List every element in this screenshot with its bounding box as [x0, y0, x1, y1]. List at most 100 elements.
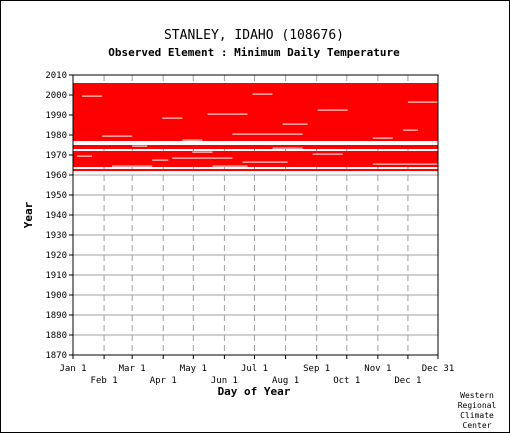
- year-row: [73, 85, 438, 87]
- year-row: [73, 169, 438, 171]
- year-row: [73, 129, 438, 131]
- missing-segment: [192, 151, 213, 153]
- year-row: [73, 159, 438, 161]
- missing-segment: [77, 155, 93, 157]
- year-row: [73, 117, 438, 119]
- x-tick-label: Aug 1: [272, 376, 299, 386]
- missing-segment: [242, 161, 288, 163]
- x-tick-label: Nov 1: [364, 364, 391, 374]
- x-tick-label: Feb 1: [91, 376, 118, 386]
- year-row: [73, 109, 438, 111]
- year-row: [73, 97, 438, 99]
- year-row: [73, 119, 438, 121]
- year-row: [73, 155, 438, 157]
- x-tick-label: Oct 1: [333, 376, 360, 386]
- missing-segment: [312, 153, 343, 155]
- missing-segment: [162, 117, 183, 119]
- missing-segment: [112, 165, 153, 167]
- x-tick-label: Sep 1: [303, 364, 330, 374]
- x-tick-label: Jan 1: [59, 364, 86, 374]
- missing-segment: [182, 139, 203, 141]
- year-row: [73, 147, 438, 149]
- year-row: [73, 137, 438, 139]
- missing-segment: [252, 93, 273, 95]
- y-axis-title: Year: [22, 201, 35, 228]
- year-row: [73, 95, 438, 97]
- missing-segment: [232, 133, 303, 135]
- year-row: [73, 111, 438, 113]
- x-tick-label: Mar 1: [119, 364, 146, 374]
- y-tick-label: 1900: [45, 291, 67, 301]
- credit-line-1: Western: [460, 391, 494, 400]
- missing-segment: [402, 129, 418, 131]
- year-row: [73, 101, 438, 103]
- chart-title: STANLEY, IDAHO (108676): [164, 28, 344, 43]
- missing-segment: [82, 95, 103, 97]
- x-axis-title: Day of Year: [218, 385, 291, 398]
- x-tick-label: Apr 1: [150, 376, 177, 386]
- year-row: [73, 139, 438, 141]
- missing-segment: [317, 109, 348, 111]
- y-tick-label: 1970: [45, 151, 67, 161]
- year-row: [73, 99, 438, 101]
- year-row: [73, 165, 438, 167]
- y-tick-label: 1950: [45, 191, 67, 201]
- y-tick-label: 1940: [45, 211, 67, 221]
- y-tick-label: 1960: [45, 171, 67, 181]
- year-row: [73, 123, 438, 125]
- year-row: [73, 127, 438, 129]
- y-tick-label: 1990: [45, 111, 67, 121]
- year-row: [73, 125, 438, 127]
- year-row: [73, 131, 438, 133]
- missing-segment: [272, 147, 303, 149]
- year-row: [73, 83, 438, 85]
- y-tick-label: 1910: [45, 271, 67, 281]
- wrcc-credit: Western Regional Climate Center: [458, 391, 497, 430]
- x-tick-label: Dec 31: [422, 364, 455, 374]
- missing-segment: [282, 123, 308, 125]
- missing-segment: [132, 145, 148, 147]
- missing-segment: [372, 137, 393, 139]
- x-tick-label: Jun 1: [211, 376, 238, 386]
- year-row: [73, 87, 438, 89]
- year-row: [73, 151, 438, 153]
- year-row: [73, 89, 438, 91]
- x-tick-label: May 1: [180, 364, 207, 374]
- y-tick-label: 2010: [45, 71, 67, 81]
- year-row: [73, 145, 438, 147]
- y-tick-label: 1920: [45, 251, 67, 261]
- year-row: [73, 107, 438, 109]
- credit-line-4: Center: [463, 421, 492, 430]
- year-row: [73, 103, 438, 105]
- year-row: [73, 113, 438, 115]
- credit-line-3: Climate: [460, 411, 494, 420]
- y-tick-label: 1930: [45, 231, 67, 241]
- missing-segment: [407, 101, 438, 103]
- year-row: [73, 121, 438, 123]
- year-row: [73, 115, 438, 117]
- year-row: [73, 91, 438, 93]
- x-tick-label: Dec 1: [394, 376, 421, 386]
- year-row: [73, 157, 438, 159]
- year-row: [73, 135, 438, 137]
- missing-segment: [102, 135, 133, 137]
- year-row: [73, 153, 438, 155]
- missing-segment: [372, 163, 438, 165]
- year-row: [73, 163, 438, 165]
- chart-subtitle: Observed Element : Minimum Daily Tempera…: [108, 46, 400, 59]
- missing-segment: [212, 165, 248, 167]
- missing-segment: [207, 113, 248, 115]
- y-tick-label: 1980: [45, 131, 67, 141]
- credit-line-2: Regional: [458, 401, 497, 410]
- y-tick-label: 1890: [45, 311, 67, 321]
- y-tick-label: 2000: [45, 91, 67, 101]
- missing-segment: [172, 157, 233, 159]
- y-tick-label: 1880: [45, 331, 67, 341]
- missing-segment: [152, 159, 169, 161]
- x-tick-labels: Jan 1 Mar 1 May 1 Jul 1 Sep 1 Nov 1 Dec 31 Feb …: [59, 355, 454, 386]
- x-tick-label: Jul 1: [241, 364, 268, 374]
- data-layer: [73, 83, 438, 171]
- y-tick-label: 1870: [45, 351, 67, 361]
